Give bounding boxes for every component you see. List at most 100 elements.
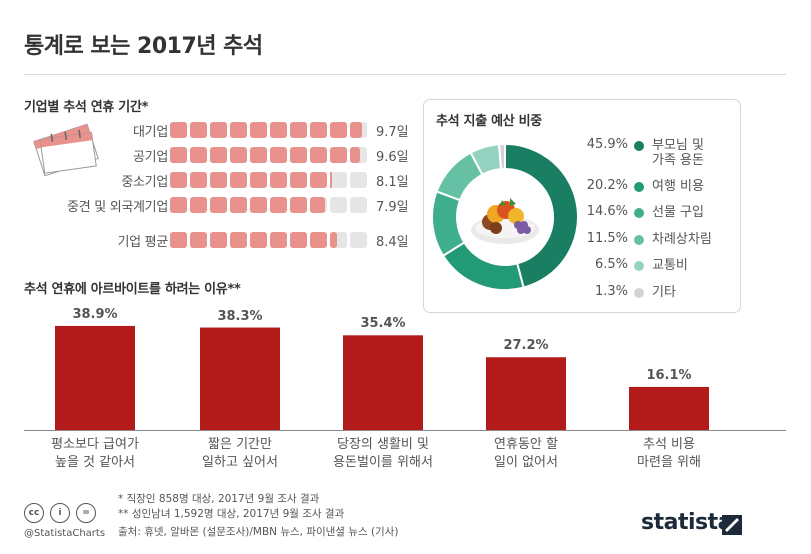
holiday-segment-fill bbox=[350, 122, 362, 138]
donut-slice bbox=[497, 142, 506, 171]
holiday-segment-fill bbox=[170, 147, 187, 163]
fruit-basket-icon bbox=[471, 198, 539, 244]
holiday-segment-fill bbox=[170, 232, 187, 248]
holiday-segment-fill bbox=[330, 232, 337, 248]
parttime-reason-chart-title: 추석 연휴에 아르바이트를 하려는 이유** bbox=[24, 282, 241, 297]
budget-legend-swatch bbox=[634, 182, 644, 192]
budget-legend-swatch bbox=[634, 141, 644, 151]
footnote-1: * 직장인 858명 대상, 2017년 9월 조사 결과 bbox=[118, 493, 320, 505]
parttime-reason-bar bbox=[343, 335, 423, 430]
holiday-row-label: 공기업 bbox=[133, 150, 168, 165]
footnote-2: ** 성인남녀 1,592명 대상, 2017년 9월 조사 결과 bbox=[118, 508, 345, 520]
calendar-icon bbox=[33, 123, 99, 177]
parttime-reason-bar bbox=[55, 325, 135, 430]
holiday-row-label: 기업 평균 bbox=[117, 235, 169, 250]
holiday-segment-fill bbox=[230, 232, 247, 248]
budget-legend-value: 1.3% bbox=[594, 284, 628, 299]
parttime-reason-category: 평소보다 급여가 높을 것 같아서 bbox=[51, 437, 139, 470]
holiday-segment-fill bbox=[270, 197, 287, 213]
holiday-segment-fill bbox=[250, 232, 267, 248]
budget-legend-label: 차례상차림 bbox=[652, 232, 712, 247]
holiday-segment-fill bbox=[250, 197, 267, 213]
holiday-row-value: 9.6일 bbox=[376, 150, 409, 165]
holiday-segment-fill bbox=[170, 172, 187, 188]
budget-legend-swatch bbox=[634, 208, 644, 218]
holiday-segment-fill bbox=[290, 147, 307, 163]
holiday-segment-fill bbox=[230, 172, 247, 188]
donut-slice bbox=[431, 190, 466, 258]
parttime-reason-value: 27.2% bbox=[503, 338, 549, 354]
holiday-segment-fill bbox=[230, 122, 247, 138]
holiday-segment-fill bbox=[250, 172, 267, 188]
parttime-reason-bar bbox=[486, 357, 566, 430]
holiday-row-value: 8.1일 bbox=[376, 175, 409, 190]
holiday-segment-fill bbox=[310, 232, 327, 248]
source-note: 출처: 휴넷, 알바몬 (설문조사)/MBN 뉴스, 파이낸셜 뉴스 (기사) bbox=[118, 526, 399, 538]
holiday-segment-fill bbox=[310, 147, 327, 163]
parttime-reason-bar bbox=[200, 327, 280, 430]
holiday-segment-fill bbox=[290, 122, 307, 138]
budget-legend-label: 선물 구입 bbox=[652, 205, 704, 220]
budget-legend-value: 45.9% bbox=[586, 137, 628, 152]
holiday-segment-track bbox=[330, 197, 347, 213]
parttime-reason-category: 추석 비용 마련을 위해 bbox=[637, 437, 701, 470]
holiday-segment-fill bbox=[170, 122, 187, 138]
holiday-segment-fill bbox=[290, 172, 307, 188]
parttime-reason-category: 짧은 기간만 일하고 싶어서 bbox=[202, 437, 278, 470]
parttime-reason-value: 38.3% bbox=[217, 308, 263, 324]
budget-legend-swatch bbox=[634, 288, 644, 298]
credit-handle: @StatistaCharts bbox=[24, 528, 106, 539]
budget-legend-label: 교통비 bbox=[652, 258, 688, 273]
holiday-segment-fill bbox=[290, 232, 307, 248]
no-derivatives-icon: = bbox=[76, 503, 96, 523]
budget-legend-swatch bbox=[634, 261, 644, 271]
holiday-segment-track bbox=[330, 172, 347, 188]
holiday-segment-fill bbox=[330, 147, 347, 163]
holiday-segment-fill bbox=[310, 172, 327, 188]
budget-legend-label: 여행 비용 bbox=[652, 179, 704, 194]
budget-legend-swatch bbox=[634, 235, 644, 245]
parttime-reason-value: 38.9% bbox=[72, 306, 118, 322]
parttime-reason-category: 당장의 생활비 및 용돈벌이를 위해서 bbox=[333, 437, 433, 470]
holiday-row-value: 7.9일 bbox=[376, 200, 409, 215]
holiday-segment-fill bbox=[270, 172, 287, 188]
holiday-row-label: 중견 및 외국계기업 bbox=[67, 200, 168, 215]
holiday-segment-fill bbox=[190, 147, 207, 163]
holiday-length-chart-title: 기업별 추석 연휴 기간* bbox=[24, 100, 149, 115]
holiday-segment-fill bbox=[290, 197, 307, 213]
holiday-row-label: 대기업 bbox=[133, 125, 168, 140]
holiday-segment-fill bbox=[190, 232, 207, 248]
holiday-row-value: 8.4일 bbox=[376, 235, 409, 250]
holiday-segment-fill bbox=[210, 147, 227, 163]
holiday-segment-fill bbox=[230, 197, 247, 213]
holiday-row-value: 9.7일 bbox=[376, 125, 409, 140]
parttime-reason-bar bbox=[629, 386, 709, 430]
holiday-segment-fill bbox=[330, 122, 347, 138]
holiday-row-label: 중소기업 bbox=[121, 175, 168, 190]
attribution-icon: i bbox=[50, 503, 70, 523]
parttime-reason-category: 연휴동안 할 일이 없어서 bbox=[494, 437, 558, 470]
parttime-reason-bar-chart bbox=[24, 325, 786, 431]
holiday-segment-fill bbox=[210, 172, 227, 188]
holiday-segment-fill bbox=[190, 122, 207, 138]
holiday-segment-fill bbox=[210, 232, 227, 248]
holiday-segment-track bbox=[350, 197, 367, 213]
holiday-segment-fill bbox=[230, 147, 247, 163]
holiday-segment-fill bbox=[270, 232, 287, 248]
holiday-segment-fill bbox=[310, 197, 326, 213]
holiday-segment-fill bbox=[210, 122, 227, 138]
holiday-segment-fill bbox=[210, 197, 227, 213]
holiday-segment-fill bbox=[250, 122, 267, 138]
holiday-segment-fill bbox=[250, 147, 267, 163]
budget-legend-value: 6.5% bbox=[594, 257, 628, 272]
holiday-segment-fill bbox=[190, 172, 207, 188]
holiday-segment-fill bbox=[330, 172, 332, 188]
holiday-segment-fill bbox=[350, 147, 361, 163]
holiday-segment-fill bbox=[170, 197, 187, 213]
holiday-segment-fill bbox=[270, 147, 287, 163]
budget-legend-value: 14.6% bbox=[586, 204, 628, 219]
title-divider bbox=[24, 74, 786, 75]
budget-legend-label: 기타 bbox=[652, 285, 676, 300]
parttime-reason-value: 35.4% bbox=[360, 316, 406, 332]
statista-logo: statista bbox=[641, 510, 732, 535]
